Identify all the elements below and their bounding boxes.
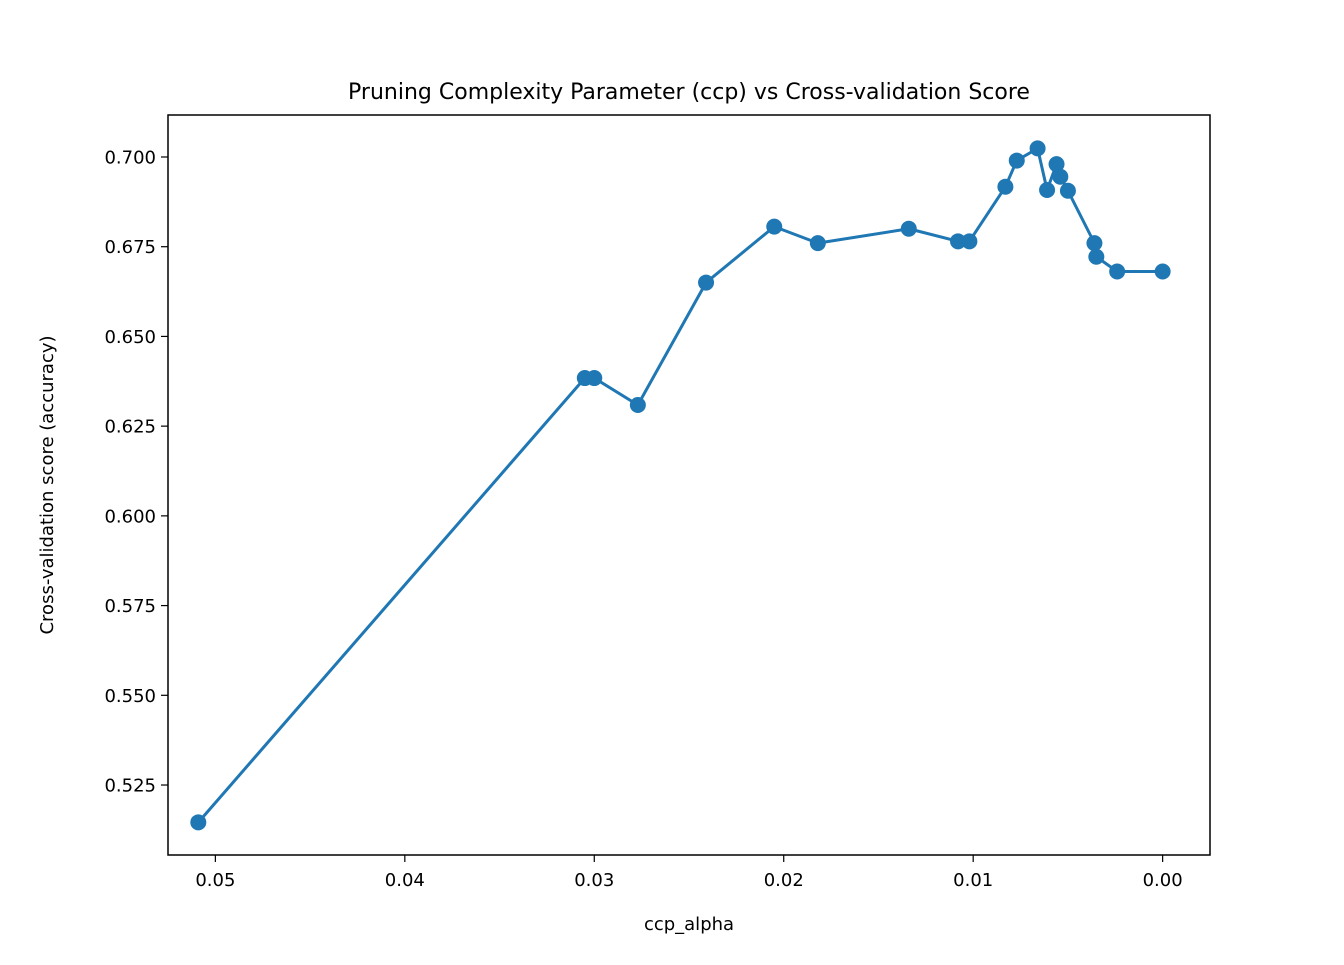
data-point — [997, 178, 1014, 195]
plot-frame — [167, 114, 1211, 856]
data-point — [900, 220, 917, 237]
data-point — [950, 233, 967, 250]
x-tick-label: 0.00 — [1143, 870, 1183, 891]
x-tick-label: 0.03 — [574, 870, 614, 891]
data-point — [1086, 235, 1103, 252]
y-tick-label: 0.550 — [104, 686, 156, 707]
data-point — [190, 814, 207, 831]
y-tick-label: 0.525 — [104, 776, 156, 797]
chart-title: Pruning Complexity Parameter (ccp) vs Cr… — [348, 80, 1030, 105]
data-point — [586, 370, 603, 387]
data-point — [1029, 140, 1046, 157]
x-tick-label: 0.01 — [953, 870, 993, 891]
data-point — [1059, 182, 1076, 199]
data-point — [698, 274, 715, 291]
y-tick-label: 0.625 — [104, 417, 156, 438]
y-tick-label: 0.600 — [104, 506, 156, 527]
data-point — [1048, 156, 1065, 173]
x-tick-label: 0.04 — [385, 870, 425, 891]
plot-area — [190, 140, 1171, 831]
series-line — [197, 146, 1163, 824]
y-tick-label: 0.675 — [104, 237, 156, 258]
data-point — [1109, 263, 1126, 280]
data-point — [629, 396, 646, 413]
data-point — [1039, 182, 1056, 198]
data-point — [1008, 152, 1025, 169]
x-tick-label: 0.05 — [195, 870, 235, 891]
x-axis-label: ccp_alpha — [644, 914, 734, 935]
y-axis-label: Cross-validation score (accuracy) — [37, 335, 58, 634]
data-point — [961, 233, 978, 250]
y-tick-label: 0.700 — [104, 147, 156, 168]
x-tick-label: 0.02 — [764, 870, 804, 891]
data-point — [766, 218, 783, 235]
data-point — [1154, 263, 1171, 280]
data-point — [1052, 168, 1069, 185]
axis-ticks: 0.05 0.04 0.03 0.02 0.01 0.00 0.525 0.550 0.575 0… — [104, 147, 1182, 891]
data-point — [809, 235, 826, 252]
y-tick-label: 0.650 — [104, 327, 156, 348]
y-tick-label: 0.575 — [104, 596, 156, 617]
data-point — [1088, 248, 1105, 265]
